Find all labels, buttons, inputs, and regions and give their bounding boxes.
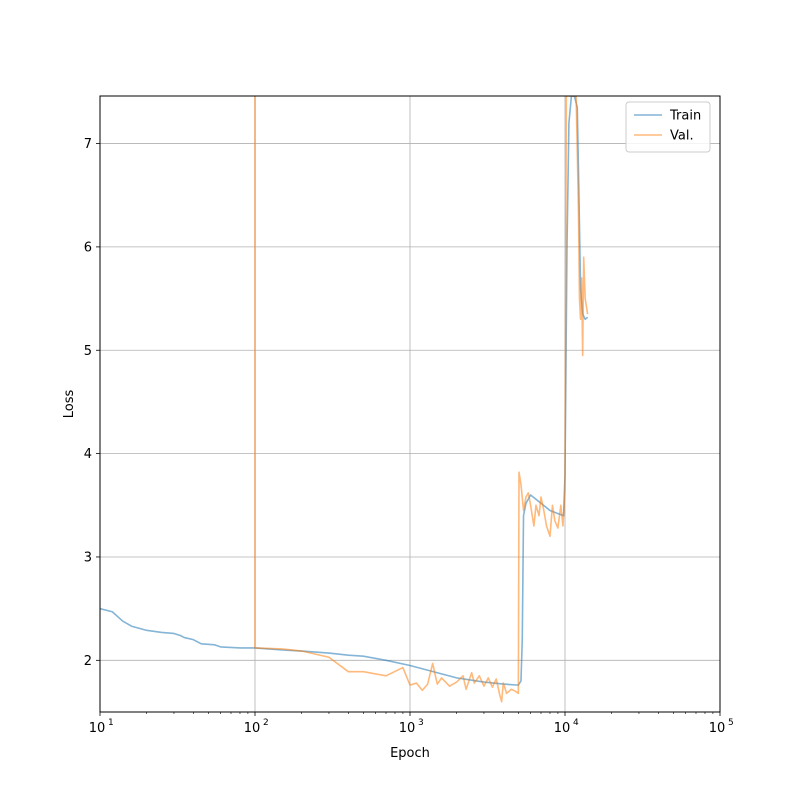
y-tick-label: 5 xyxy=(84,344,92,359)
y-tick-label: 3 xyxy=(84,550,92,565)
x-tick-label: 10 xyxy=(709,721,726,736)
legend: Train Val. xyxy=(625,101,711,153)
y-axis-label: Loss xyxy=(62,390,77,419)
y-tick-label: 2 xyxy=(84,654,92,669)
y-tick-label: 6 xyxy=(84,240,92,255)
x-tick-exponent: 1 xyxy=(108,718,114,728)
x-tick-exponent: 2 xyxy=(263,718,269,728)
legend-label: Train xyxy=(669,109,701,124)
x-tick-label: 10 xyxy=(244,721,261,736)
x-tick-label: 10 xyxy=(554,721,571,736)
series-line-val xyxy=(254,96,589,703)
series-line-train xyxy=(100,96,589,686)
x-tick-label: 10 xyxy=(399,721,416,736)
x-tick-exponent: 3 xyxy=(418,718,424,728)
y-tick-label: 4 xyxy=(84,447,92,462)
x-tick-exponent: 5 xyxy=(728,718,734,728)
y-tick-label: 7 xyxy=(84,137,92,152)
series-layer xyxy=(100,96,589,703)
x-axis-label: Epoch xyxy=(390,746,430,761)
legend-label: Val. xyxy=(670,129,694,144)
x-tick-label: 10 xyxy=(89,721,106,736)
x-tick-exponent: 4 xyxy=(573,718,579,728)
